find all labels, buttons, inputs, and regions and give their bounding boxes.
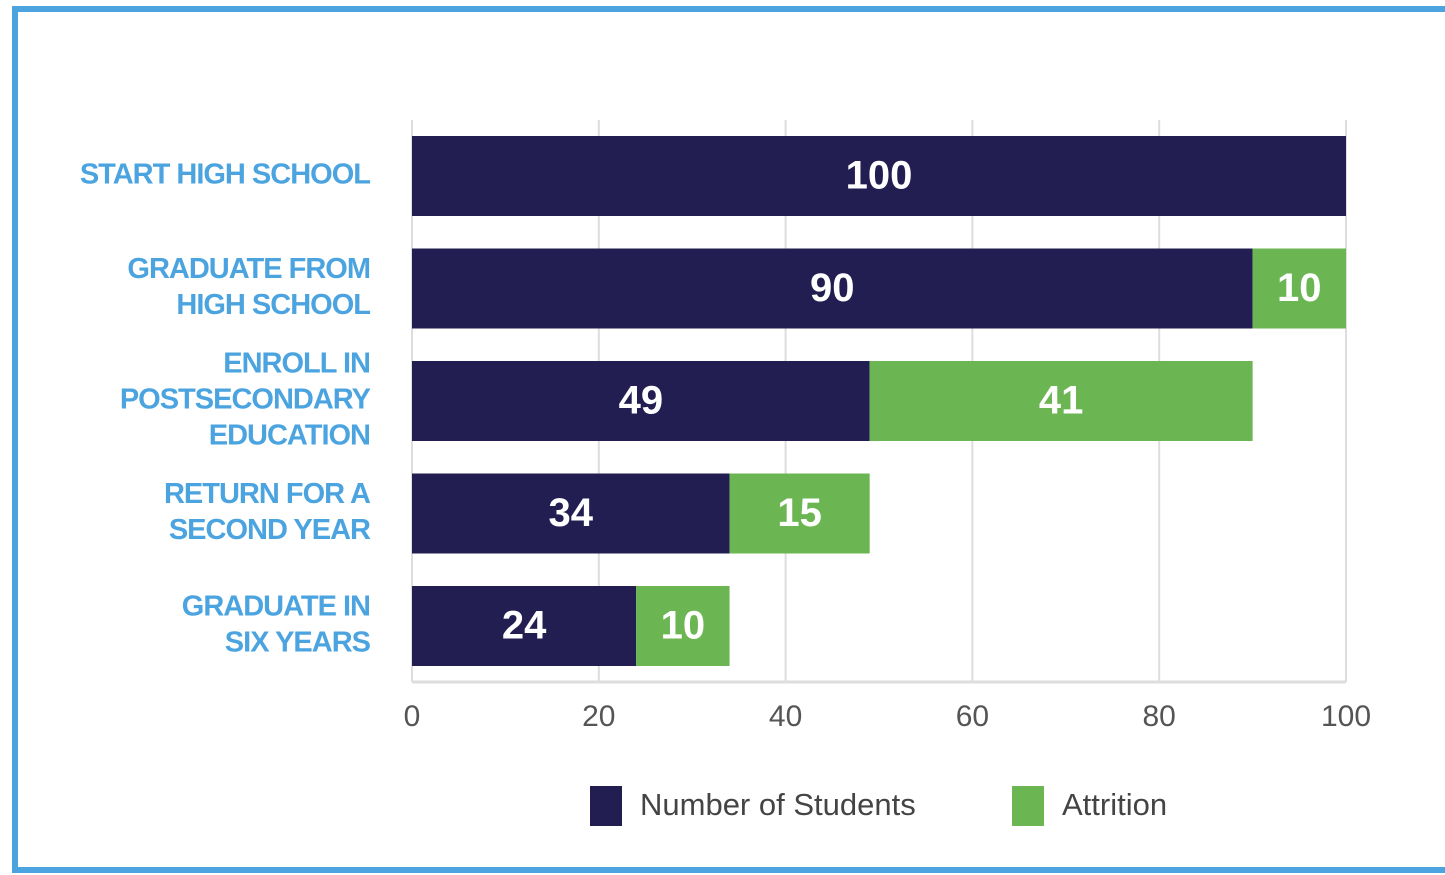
category-label: GRADUATE IN [182, 591, 370, 623]
data-label: 100 [846, 154, 913, 198]
data-label: 41 [1039, 379, 1084, 423]
category-label: EDUCATION [209, 420, 370, 452]
x-tick-label: 80 [1143, 700, 1176, 733]
bar [412, 136, 1346, 216]
bar [729, 473, 870, 554]
frame [12, 6, 1445, 873]
bar [412, 361, 870, 441]
category-label: ENROLL IN [223, 348, 370, 380]
legend-swatch [590, 786, 622, 826]
category-label: SECOND YEAR [169, 514, 371, 546]
legend-swatch [1012, 786, 1044, 826]
data-label: 15 [777, 491, 822, 535]
x-tick-label: 20 [582, 700, 615, 733]
data-label: 49 [619, 379, 664, 423]
category-label: POSTSECONDARY [120, 384, 371, 416]
bar [412, 586, 637, 666]
data-label: 10 [1277, 266, 1322, 310]
data-label: 90 [810, 266, 855, 310]
category-label: SIX YEARS [225, 627, 371, 659]
bar [1252, 248, 1346, 329]
x-tick-label: 40 [769, 700, 802, 733]
legend-label: Number of Students [640, 787, 916, 822]
bar [869, 361, 1253, 441]
data-label: 24 [502, 604, 547, 648]
bar [412, 248, 1253, 329]
legend-label: Attrition [1062, 787, 1167, 822]
category-label: START HIGH SCHOOL [80, 159, 370, 191]
data-label: 34 [549, 491, 594, 535]
category-label: HIGH SCHOOL [176, 289, 370, 321]
category-label: RETURN FOR A [164, 478, 371, 510]
data-label: 10 [661, 604, 706, 648]
category-label: GRADUATE FROM [127, 253, 370, 285]
bar [412, 473, 730, 554]
x-tick-label: 60 [956, 700, 989, 733]
bar [636, 586, 730, 666]
x-tick-label: 100 [1321, 700, 1371, 733]
x-tick-label: 0 [404, 700, 421, 733]
